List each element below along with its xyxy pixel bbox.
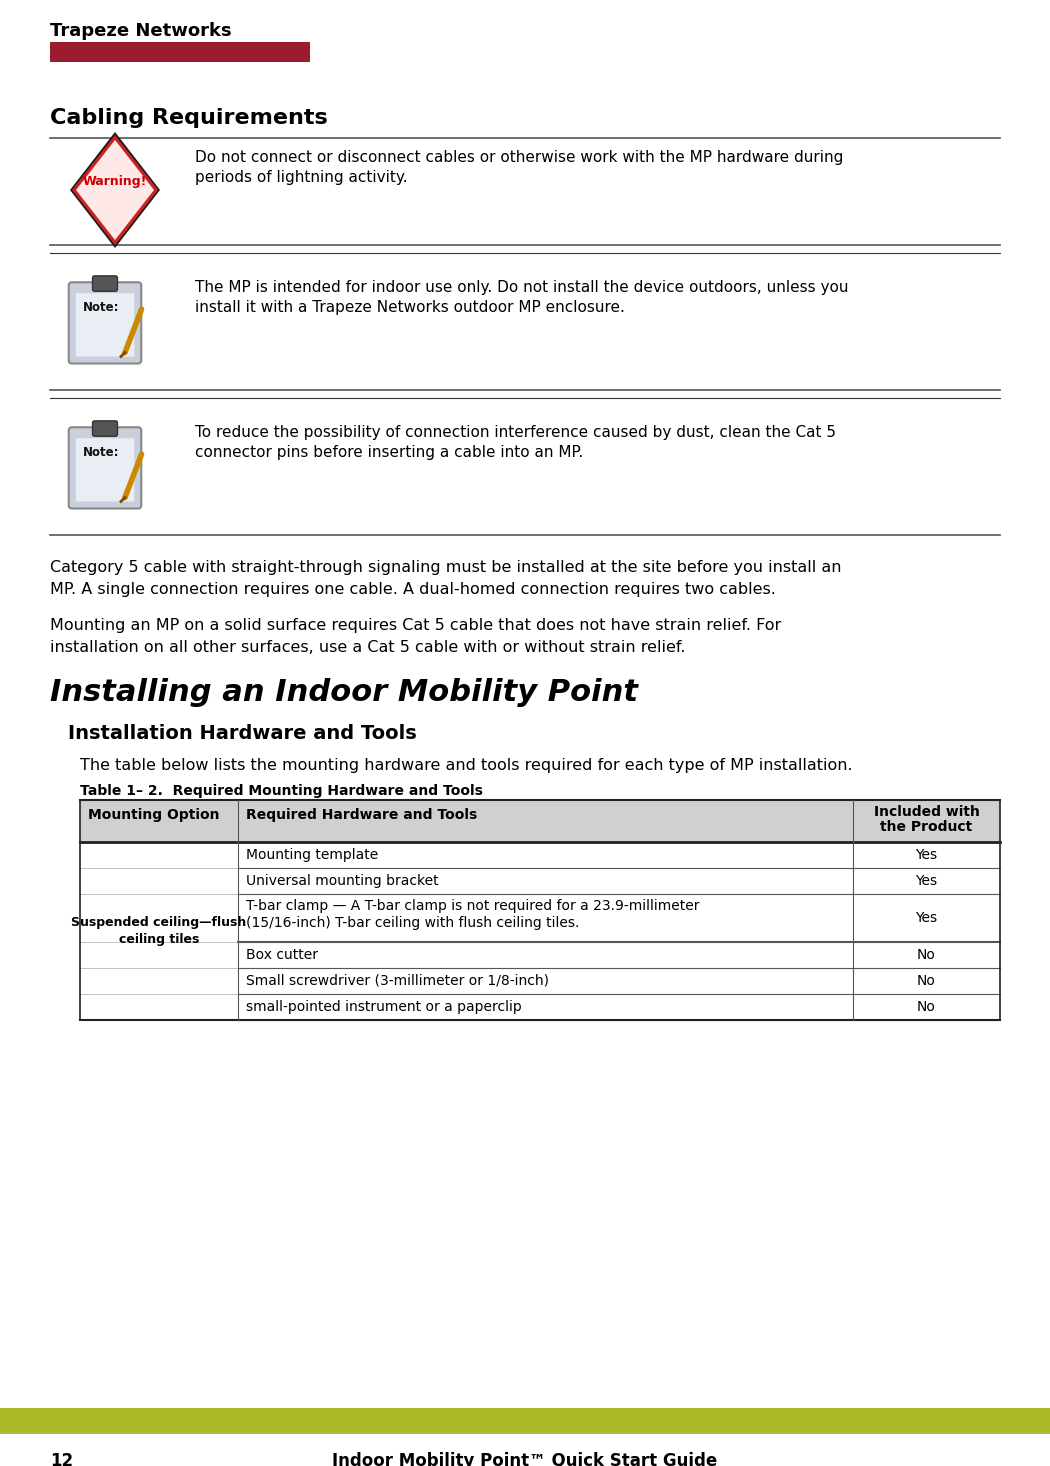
Text: Suspended ceiling—flush
ceiling tiles: Suspended ceiling—flush ceiling tiles bbox=[71, 916, 247, 946]
FancyBboxPatch shape bbox=[92, 421, 118, 437]
Text: Installation Hardware and Tools: Installation Hardware and Tools bbox=[68, 724, 417, 743]
Text: Mounting an MP on a solid surface requires Cat 5 cable that does not have strain: Mounting an MP on a solid surface requir… bbox=[50, 619, 781, 633]
Text: Mounting Option: Mounting Option bbox=[88, 808, 219, 822]
Text: 12: 12 bbox=[50, 1451, 74, 1466]
Text: No: No bbox=[917, 1000, 936, 1014]
Text: periods of lightning activity.: periods of lightning activity. bbox=[195, 170, 407, 185]
Text: Do not connect or disconnect cables or otherwise work with the MP hardware durin: Do not connect or disconnect cables or o… bbox=[195, 150, 843, 166]
Polygon shape bbox=[70, 132, 160, 248]
Text: Table 1– 2.  Required Mounting Hardware and Tools: Table 1– 2. Required Mounting Hardware a… bbox=[80, 784, 483, 798]
Text: installation on all other surfaces, use a Cat 5 cable with or without strain rel: installation on all other surfaces, use … bbox=[50, 641, 686, 655]
FancyBboxPatch shape bbox=[76, 438, 134, 501]
Polygon shape bbox=[76, 139, 154, 240]
Text: Note:: Note: bbox=[83, 446, 120, 459]
Text: T-bar clamp — A T-bar clamp is not required for a 23.9-millimeter: T-bar clamp — A T-bar clamp is not requi… bbox=[246, 899, 699, 913]
FancyBboxPatch shape bbox=[68, 427, 142, 509]
Text: small-pointed instrument or a paperclip: small-pointed instrument or a paperclip bbox=[246, 1000, 522, 1014]
Text: No: No bbox=[917, 949, 936, 962]
Text: (15/16-inch) T-bar ceiling with flush ceiling tiles.: (15/16-inch) T-bar ceiling with flush ce… bbox=[246, 916, 580, 929]
Bar bbox=[50, 43, 310, 62]
Text: Small screwdriver (3-millimeter or 1/8-inch): Small screwdriver (3-millimeter or 1/8-i… bbox=[246, 973, 549, 988]
Text: The MP is intended for indoor use only. Do not install the device outdoors, unle: The MP is intended for indoor use only. … bbox=[195, 280, 848, 295]
Text: Warning!: Warning! bbox=[83, 176, 147, 189]
FancyBboxPatch shape bbox=[68, 283, 142, 364]
Text: MP. A single connection requires one cable. A dual-homed connection requires two: MP. A single connection requires one cab… bbox=[50, 582, 776, 597]
Text: Universal mounting bracket: Universal mounting bracket bbox=[246, 874, 439, 888]
Text: Yes: Yes bbox=[916, 847, 938, 862]
Polygon shape bbox=[72, 135, 158, 245]
Text: the Product: the Product bbox=[880, 819, 972, 834]
Text: Box cutter: Box cutter bbox=[246, 949, 318, 962]
Text: Mounting template: Mounting template bbox=[246, 847, 378, 862]
Text: install it with a Trapeze Networks outdoor MP enclosure.: install it with a Trapeze Networks outdo… bbox=[195, 301, 625, 315]
Text: Cabling Requirements: Cabling Requirements bbox=[50, 108, 328, 128]
Bar bbox=[0, 1407, 1050, 1434]
FancyBboxPatch shape bbox=[92, 276, 118, 292]
Text: Installing an Indoor Mobility Point: Installing an Indoor Mobility Point bbox=[50, 677, 638, 707]
Text: The table below lists the mounting hardware and tools required for each type of : The table below lists the mounting hardw… bbox=[80, 758, 853, 773]
FancyBboxPatch shape bbox=[76, 293, 134, 356]
Text: Note:: Note: bbox=[83, 302, 120, 314]
Text: Category 5 cable with straight-through signaling must be installed at the site b: Category 5 cable with straight-through s… bbox=[50, 560, 841, 575]
Bar bbox=[80, 800, 1000, 841]
Text: Indoor Mobility Point™ Quick Start Guide: Indoor Mobility Point™ Quick Start Guide bbox=[333, 1451, 717, 1466]
Text: No: No bbox=[917, 973, 936, 988]
Text: Trapeze Networks: Trapeze Networks bbox=[50, 22, 232, 40]
Text: Included with: Included with bbox=[874, 805, 980, 819]
Text: Yes: Yes bbox=[916, 910, 938, 925]
Text: Required Hardware and Tools: Required Hardware and Tools bbox=[246, 808, 478, 822]
Text: Yes: Yes bbox=[916, 874, 938, 888]
Text: To reduce the possibility of connection interference caused by dust, clean the C: To reduce the possibility of connection … bbox=[195, 425, 836, 440]
Text: connector pins before inserting a cable into an MP.: connector pins before inserting a cable … bbox=[195, 446, 583, 460]
